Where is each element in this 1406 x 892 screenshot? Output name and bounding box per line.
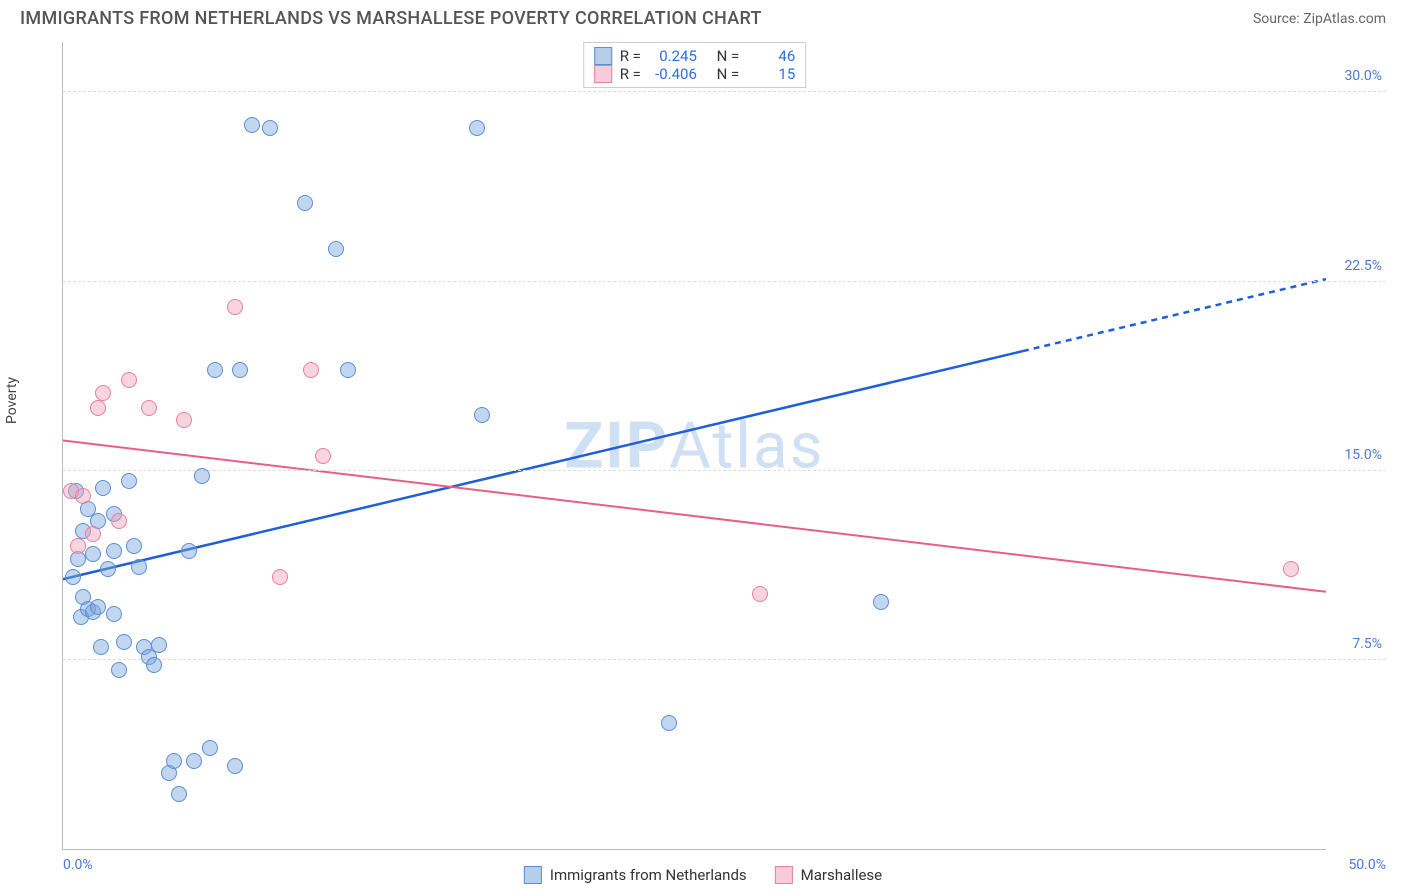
data-point	[1283, 561, 1299, 577]
plot-area: ZIPAtlas R = 0.245 N = 46 R = -0.406 N =…	[62, 42, 1326, 850]
y-axis-label: Poverty	[4, 377, 20, 424]
data-point	[340, 362, 356, 378]
data-point	[65, 569, 81, 585]
data-point	[752, 586, 768, 602]
data-point	[171, 786, 187, 802]
data-point	[328, 241, 344, 257]
data-point	[166, 753, 182, 769]
source-attribution: Source: ZipAtlas.com	[1253, 11, 1386, 27]
data-point	[227, 758, 243, 774]
legend-item-s2: Marshallese	[775, 866, 882, 884]
data-point	[75, 488, 91, 504]
data-point	[141, 400, 157, 416]
data-point	[194, 468, 210, 484]
x-tick-label: 0.0%	[63, 857, 93, 873]
gridline	[63, 281, 1386, 282]
data-point	[315, 448, 331, 464]
trend-line-s1	[63, 351, 1023, 579]
data-point	[85, 526, 101, 542]
swatch-s2	[594, 65, 612, 83]
gridline	[63, 470, 1386, 471]
legend-label-s2: Marshallese	[801, 866, 882, 884]
data-point	[121, 372, 137, 388]
data-point	[100, 561, 116, 577]
data-point	[116, 634, 132, 650]
data-point	[227, 299, 243, 315]
data-point	[111, 513, 127, 529]
stats-row-s2: R = -0.406 N = 15	[594, 65, 796, 83]
y-tick-label: 30.0%	[1330, 68, 1382, 84]
x-tick-label: 50.0%	[1348, 857, 1386, 873]
data-point	[474, 407, 490, 423]
data-point	[106, 543, 122, 559]
data-point	[176, 412, 192, 428]
data-point	[303, 362, 319, 378]
swatch-s1	[524, 866, 542, 884]
y-tick-label: 22.5%	[1330, 258, 1382, 274]
data-point	[131, 559, 147, 575]
data-point	[70, 538, 86, 554]
data-point	[186, 753, 202, 769]
data-point	[661, 715, 677, 731]
legend-item-s1: Immigrants from Netherlands	[524, 866, 747, 884]
stats-legend: R = 0.245 N = 46 R = -0.406 N = 15	[583, 42, 807, 88]
data-point	[469, 120, 485, 136]
gridline	[63, 91, 1386, 92]
bottom-legend: Immigrants from Netherlands Marshallese	[524, 866, 882, 884]
r-value-s1: 0.245	[649, 47, 697, 65]
chart-container: Poverty ZIPAtlas R = 0.245 N = 46 R = -0…	[20, 42, 1386, 850]
gridline	[63, 659, 1386, 660]
data-point	[93, 639, 109, 655]
n-value-s2: 15	[747, 65, 795, 83]
data-point	[106, 606, 122, 622]
trend-line-dashed-s1	[1023, 279, 1326, 351]
data-point	[207, 362, 223, 378]
n-value-s1: 46	[747, 47, 795, 65]
data-point	[126, 538, 142, 554]
data-point	[297, 195, 313, 211]
data-point	[85, 546, 101, 562]
data-point	[272, 569, 288, 585]
data-point	[146, 657, 162, 673]
swatch-s1	[594, 47, 612, 65]
data-point	[244, 117, 260, 133]
watermark: ZIPAtlas	[564, 408, 824, 483]
legend-label-s1: Immigrants from Netherlands	[550, 866, 747, 884]
data-point	[151, 637, 167, 653]
data-point	[90, 400, 106, 416]
swatch-s2	[775, 866, 793, 884]
data-point	[873, 594, 889, 610]
data-point	[95, 480, 111, 496]
data-point	[262, 120, 278, 136]
data-point	[95, 385, 111, 401]
data-point	[202, 740, 218, 756]
data-point	[111, 662, 127, 678]
stats-row-s1: R = 0.245 N = 46	[594, 47, 796, 65]
y-tick-label: 7.5%	[1330, 636, 1382, 652]
data-point	[232, 362, 248, 378]
data-point	[181, 543, 197, 559]
page-title: IMMIGRANTS FROM NETHERLANDS VS MARSHALLE…	[20, 8, 762, 29]
y-tick-label: 15.0%	[1330, 447, 1382, 463]
data-point	[90, 599, 106, 615]
r-value-s2: -0.406	[649, 65, 697, 83]
data-point	[121, 473, 137, 489]
